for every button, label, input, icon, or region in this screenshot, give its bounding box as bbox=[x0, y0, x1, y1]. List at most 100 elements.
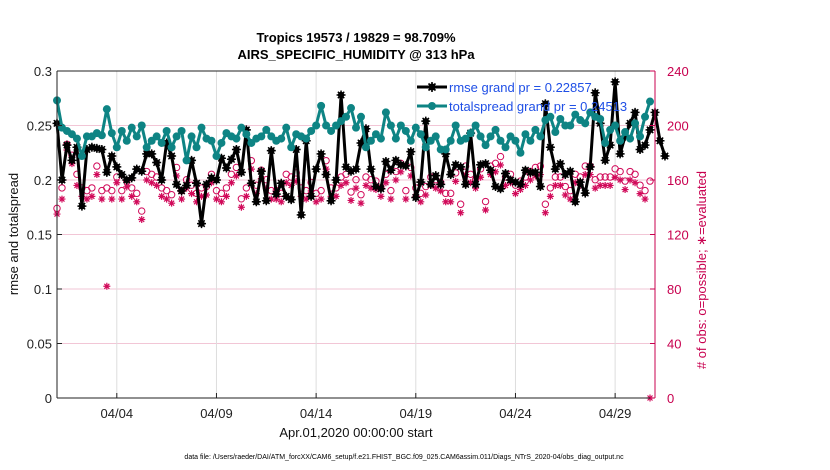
rmse-point bbox=[67, 155, 77, 165]
totalspread-point bbox=[391, 134, 400, 143]
obs-evaluated-point bbox=[566, 195, 574, 203]
rmse-point bbox=[246, 178, 256, 188]
obs-evaluated-point bbox=[232, 172, 240, 180]
y-left-tick-label: 0.1 bbox=[34, 282, 52, 297]
legend: rmse grand pr = 0.22857 totalspread gran… bbox=[417, 80, 627, 114]
obs-evaluated-point bbox=[616, 176, 624, 184]
obs-evaluated-point bbox=[362, 181, 370, 189]
rmse-point bbox=[286, 195, 296, 205]
rmse-point bbox=[97, 144, 107, 154]
obs-evaluated-point bbox=[526, 176, 534, 184]
rmse-point bbox=[610, 77, 620, 87]
y-right-tick-label: 0 bbox=[667, 391, 674, 406]
obs-evaluated-point bbox=[546, 192, 554, 200]
totalspread-point bbox=[162, 126, 171, 135]
totalspread-point bbox=[342, 112, 351, 121]
rmse-point bbox=[356, 138, 366, 148]
rmse-point bbox=[461, 179, 471, 189]
obs-evaluated-point bbox=[282, 179, 290, 187]
obs-evaluated-point bbox=[417, 198, 425, 206]
totalspread-point bbox=[257, 132, 266, 141]
obs-evaluated-point bbox=[217, 198, 225, 206]
obs-evaluated-point bbox=[502, 181, 509, 189]
obs-evaluated-point bbox=[267, 195, 275, 203]
obs-evaluated-point bbox=[442, 198, 450, 206]
totalspread-point bbox=[396, 121, 405, 130]
rmse-point bbox=[152, 158, 162, 168]
obs-possible-point bbox=[242, 184, 251, 192]
obs-evaluated-point bbox=[457, 209, 465, 217]
obs-possible-point bbox=[621, 177, 629, 185]
obs-evaluated-point bbox=[277, 198, 285, 206]
totalspread-point bbox=[327, 126, 336, 135]
obs-evaluated-point bbox=[636, 190, 644, 198]
rmse-point bbox=[406, 147, 416, 157]
totalspread-point bbox=[441, 145, 450, 154]
legend-spread-marker bbox=[428, 102, 436, 110]
rmse-point bbox=[376, 184, 386, 194]
totalspread-point bbox=[177, 126, 186, 135]
obs-evaluated-point bbox=[237, 203, 245, 211]
totalspread-point bbox=[117, 126, 126, 135]
legend-spread-label: totalspread grand pr = 0.24513 bbox=[449, 99, 627, 114]
totalspread-point bbox=[302, 134, 311, 143]
totalspread-point bbox=[277, 134, 286, 143]
rmse-point bbox=[421, 116, 431, 126]
y-right-tick-label: 120 bbox=[667, 228, 689, 243]
rmse-point bbox=[540, 99, 550, 109]
totalspread-point bbox=[451, 121, 460, 130]
obs-evaluated-point bbox=[212, 195, 220, 203]
totalspread-point bbox=[466, 129, 475, 138]
obs-evaluated-point bbox=[347, 196, 355, 204]
obs-evaluated-point bbox=[387, 195, 395, 203]
obs-possible-point bbox=[162, 186, 171, 195]
grid bbox=[57, 71, 655, 398]
rmse-point bbox=[570, 197, 580, 207]
y-left-tick-label: 0.05 bbox=[27, 337, 52, 352]
rmse-point bbox=[411, 192, 421, 202]
totalspread-point bbox=[501, 143, 510, 152]
obs-possible-point bbox=[227, 170, 236, 178]
obs-evaluated-point bbox=[153, 181, 161, 189]
totalspread-point bbox=[152, 132, 161, 141]
rmse-point bbox=[560, 170, 570, 180]
obs-evaluated-point bbox=[357, 199, 365, 207]
obs-evaluated-point bbox=[163, 195, 171, 203]
x-tick-label: 04/19 bbox=[400, 406, 433, 421]
totalspread-point bbox=[137, 121, 146, 130]
x-tick-label: 04/04 bbox=[101, 406, 134, 421]
rmse-point bbox=[251, 197, 261, 207]
obs-evaluated-point bbox=[138, 216, 146, 224]
obs-possible-point bbox=[222, 184, 231, 192]
rmse-point bbox=[266, 146, 276, 156]
rmse-point bbox=[446, 170, 456, 180]
obs-possible-point bbox=[347, 188, 355, 196]
totalspread-point bbox=[361, 143, 370, 152]
totalspread-point bbox=[476, 132, 485, 141]
obs-possible-point bbox=[317, 186, 325, 195]
obs-possible-point bbox=[357, 191, 365, 199]
rmse-point bbox=[525, 167, 535, 177]
obs-evaluated-point bbox=[103, 282, 111, 290]
y-right-tick-label: 40 bbox=[667, 337, 681, 352]
rmse-point bbox=[261, 196, 271, 206]
totalspread-point bbox=[481, 141, 490, 150]
totalspread-point bbox=[232, 134, 241, 143]
y-axis-label-right: # of obs: o=possible; ∗=evaluated bbox=[694, 171, 709, 369]
obs-evaluated-point bbox=[561, 191, 569, 199]
totalspread-point bbox=[347, 104, 356, 113]
totalspread-point bbox=[566, 121, 575, 130]
obs-possible-point bbox=[481, 197, 490, 206]
rmse-point bbox=[580, 188, 590, 198]
rmse-point bbox=[182, 180, 192, 190]
obs-possible-point bbox=[641, 186, 649, 195]
totalspread-point bbox=[322, 121, 331, 130]
rmse-point bbox=[172, 179, 182, 189]
totalspread-point bbox=[217, 138, 226, 147]
rmse-point bbox=[276, 178, 286, 188]
obs-evaluated-point bbox=[377, 192, 385, 200]
obs-possible-point bbox=[646, 177, 654, 185]
totalspread-point bbox=[77, 152, 86, 161]
x-tick-label: 04/09 bbox=[200, 406, 233, 421]
rmse-point bbox=[381, 156, 391, 166]
